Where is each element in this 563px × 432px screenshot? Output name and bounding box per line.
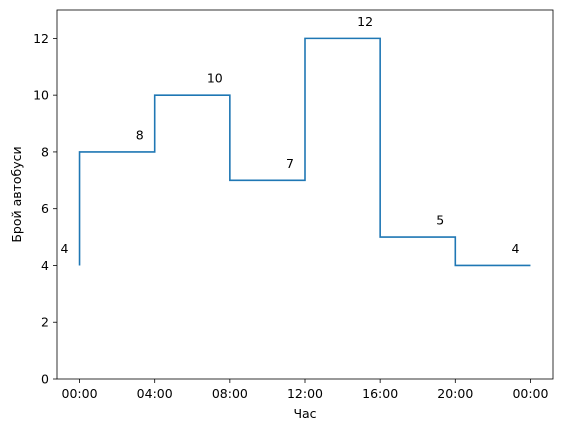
x-tick-label: 20:00 [437, 386, 473, 401]
y-tick-label: 4 [41, 258, 49, 273]
x-tick-label: 08:00 [212, 386, 248, 401]
data-label: 10 [207, 71, 223, 86]
x-tick-label: 00:00 [62, 386, 98, 401]
y-axis-label: Брой автобуси [9, 146, 24, 242]
data-label: 7 [286, 156, 294, 171]
data-label: 4 [511, 241, 519, 256]
annotation-layer: 4 8 10 7 12 5 4 [61, 14, 520, 256]
x-tick-label: 16:00 [362, 386, 398, 401]
x-axis-label: Час [293, 406, 316, 421]
y-tick-label: 8 [41, 144, 49, 159]
y-tick-label: 2 [41, 315, 49, 330]
x-axis-ticks: 00:00 04:00 08:00 12:00 16:00 20:00 00:00 [62, 379, 549, 401]
y-tick-label: 0 [41, 372, 49, 387]
data-label: 4 [61, 241, 69, 256]
x-tick-label: 12:00 [287, 386, 323, 401]
y-tick-label: 12 [33, 31, 49, 46]
y-tick-label: 10 [33, 88, 49, 103]
series-layer [78, 37, 531, 267]
data-label: 8 [136, 127, 144, 142]
x-tick-label: 00:00 [512, 386, 548, 401]
data-label: 5 [436, 213, 444, 228]
y-tick-label: 6 [41, 201, 49, 216]
series-step-line [78, 37, 531, 267]
x-tick-label: 04:00 [137, 386, 173, 401]
y-axis-ticks: 0 2 4 6 8 10 12 [33, 31, 57, 387]
plot-frame [56, 9, 554, 380]
data-label: 12 [357, 14, 373, 29]
